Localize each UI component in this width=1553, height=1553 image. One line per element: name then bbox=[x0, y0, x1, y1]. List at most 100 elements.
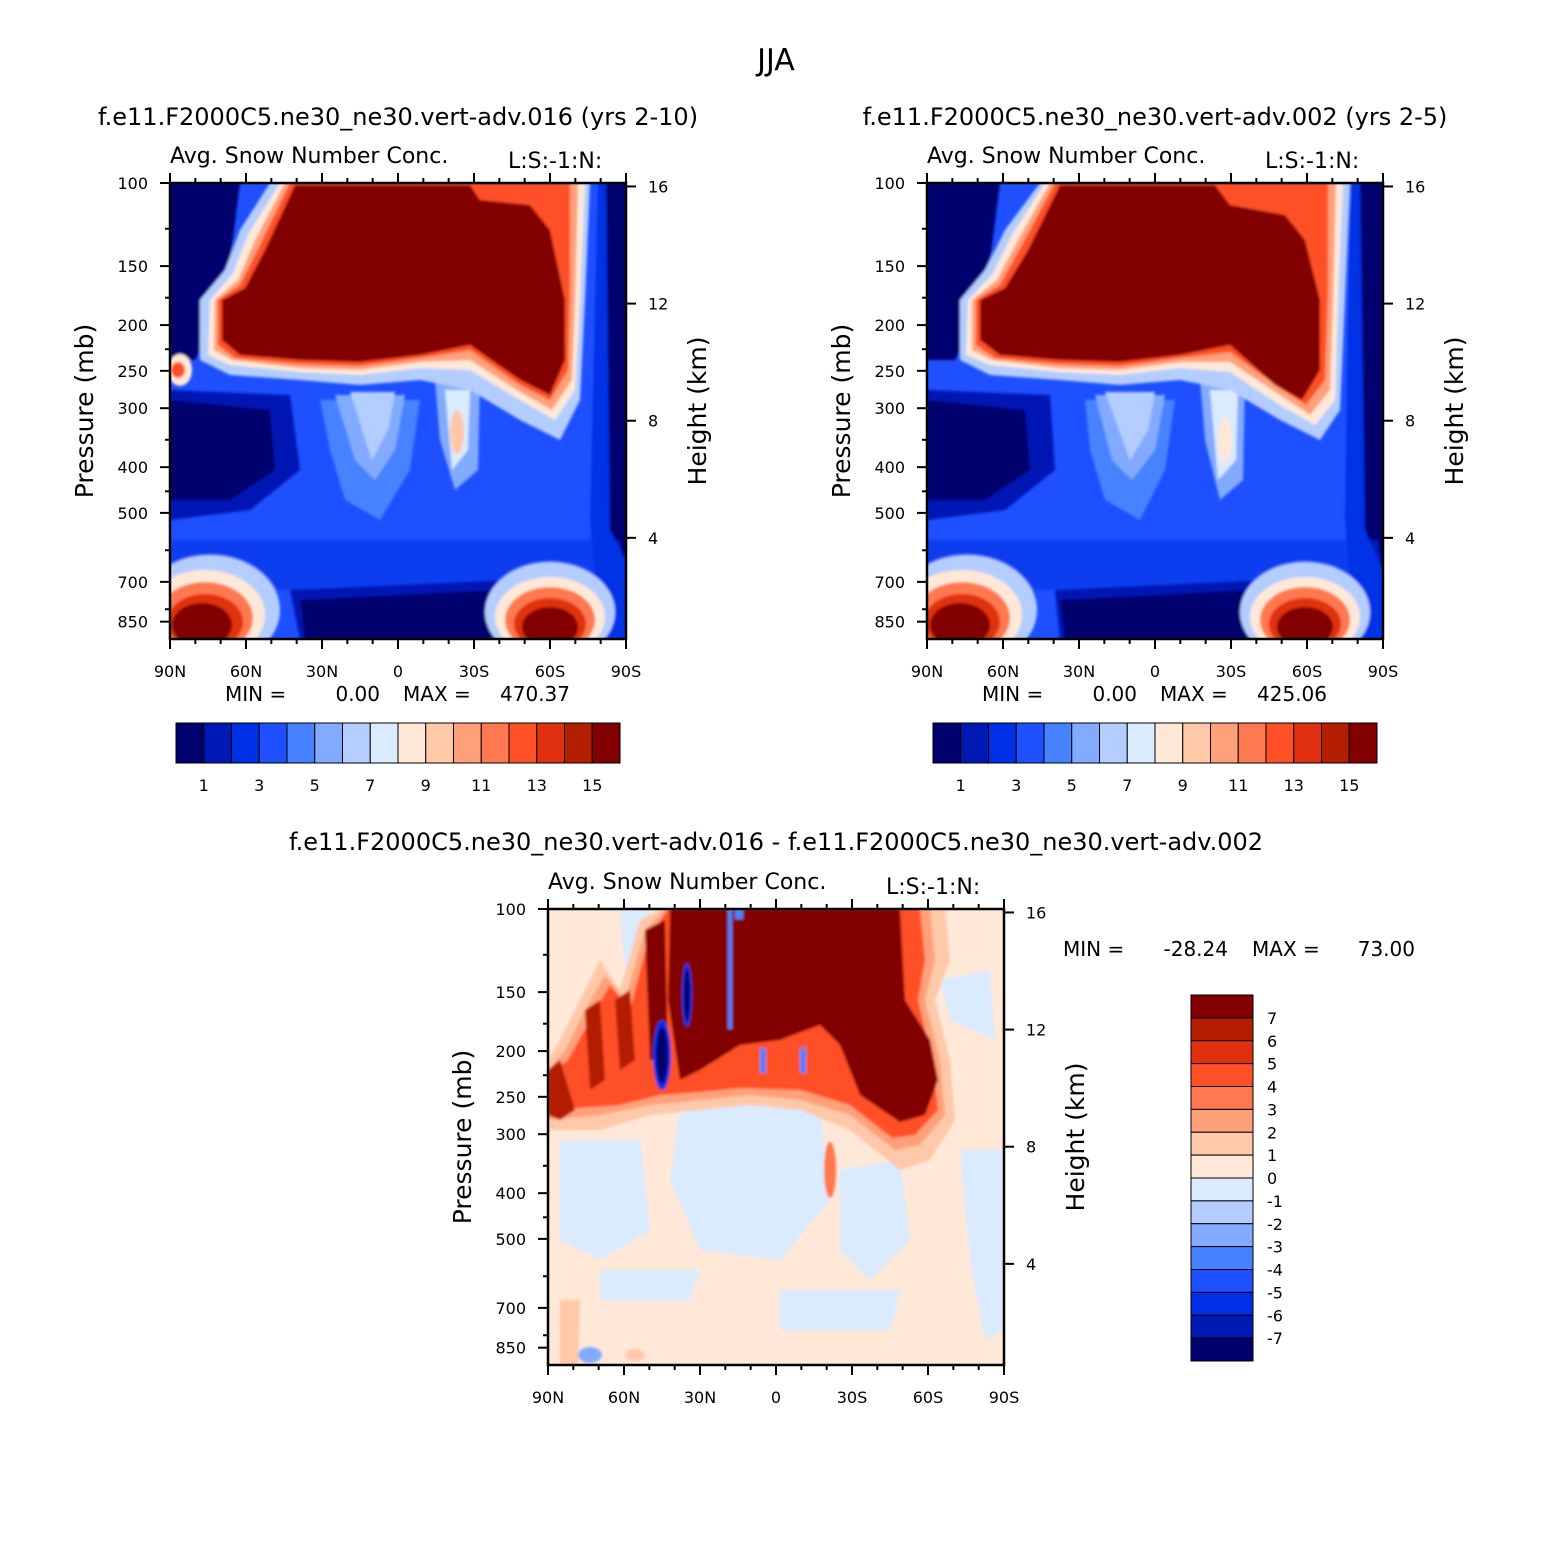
colorbar-label: 2 bbox=[1267, 1123, 1277, 1142]
colorbar-box bbox=[286, 722, 316, 764]
colorbar-label: 1 bbox=[199, 776, 209, 795]
x-tick-label: 60S bbox=[913, 1388, 944, 1407]
max-value: 470.37 bbox=[500, 682, 570, 706]
colorbar-box bbox=[1210, 722, 1239, 764]
min-label: MIN = bbox=[982, 682, 1043, 706]
x-tick-label: 0 bbox=[1150, 662, 1160, 681]
ylabel: Pressure (mb) bbox=[827, 324, 856, 498]
panel-title: f.e11.F2000C5.ne30_ne30.vert-adv.016 - f… bbox=[289, 828, 1263, 856]
colorbar-label: -3 bbox=[1267, 1238, 1283, 1257]
colorbar-box bbox=[932, 722, 962, 764]
colorbar bbox=[1190, 994, 1254, 1362]
x-tick-label: 0 bbox=[393, 662, 403, 681]
colorbar-box bbox=[369, 722, 399, 764]
colorbar-label: 7 bbox=[1267, 1009, 1277, 1028]
colorbar-label: 4 bbox=[1267, 1078, 1277, 1097]
y-tick-label: 300 bbox=[874, 399, 905, 418]
height-tick-label: 12 bbox=[1405, 295, 1425, 314]
x-tick-label: 0 bbox=[771, 1388, 781, 1407]
x-tick-label: 30N bbox=[684, 1388, 716, 1407]
x-tick-label: 60N bbox=[608, 1388, 640, 1407]
height-tick-label: 16 bbox=[1026, 903, 1046, 922]
colorbar bbox=[175, 722, 621, 764]
colorbar-label: -5 bbox=[1267, 1283, 1283, 1302]
colorbar-box bbox=[1190, 1131, 1254, 1156]
colorbar-label: 11 bbox=[471, 776, 491, 795]
x-tick-label: 30S bbox=[459, 662, 490, 681]
colorbar-label: 15 bbox=[582, 776, 602, 795]
height-tick-label: 4 bbox=[648, 529, 658, 548]
colorbar-box bbox=[1190, 1108, 1254, 1133]
colorbar-box bbox=[988, 722, 1017, 764]
colorbar-box bbox=[564, 722, 593, 764]
panel-subtitle: Avg. Snow Number Conc. bbox=[170, 144, 448, 169]
colorbar-box bbox=[536, 722, 565, 764]
colorbar-label: 5 bbox=[310, 776, 320, 795]
height-tick-label: 16 bbox=[1405, 177, 1425, 196]
colorbar-label: 13 bbox=[527, 776, 547, 795]
colorbar-label: 15 bbox=[1339, 776, 1359, 795]
y-tick-label: 300 bbox=[117, 399, 148, 418]
y-tick-label: 700 bbox=[874, 573, 905, 592]
panel-subtitle: Avg. Snow Number Conc. bbox=[548, 870, 826, 895]
y-tick-label: 500 bbox=[495, 1230, 526, 1249]
y-tick-label: 100 bbox=[874, 174, 905, 193]
ylabel-right: Height (km) bbox=[1061, 1063, 1090, 1212]
max-label: MAX = bbox=[1160, 682, 1228, 706]
colorbar-label: 3 bbox=[254, 776, 264, 795]
y-tick-label: 100 bbox=[117, 174, 148, 193]
colorbar-label: 1 bbox=[956, 776, 966, 795]
colorbar-box bbox=[258, 722, 288, 764]
colorbar-box bbox=[1321, 722, 1350, 764]
y-tick-label: 300 bbox=[495, 1125, 526, 1144]
y-tick-label: 150 bbox=[874, 257, 905, 276]
colorbar-box bbox=[1348, 722, 1378, 764]
y-tick-label: 200 bbox=[874, 316, 905, 335]
colorbar-label: -6 bbox=[1267, 1306, 1283, 1325]
colorbar-box bbox=[1190, 1223, 1254, 1248]
colorbar-label: 9 bbox=[421, 776, 431, 795]
y-tick-label: 850 bbox=[495, 1339, 526, 1358]
colorbar-box bbox=[314, 722, 343, 764]
x-tick-label: 60S bbox=[1292, 662, 1323, 681]
x-tick-label: 90N bbox=[532, 1388, 564, 1407]
x-tick-label: 90S bbox=[611, 662, 642, 681]
y-tick-label: 150 bbox=[495, 983, 526, 1002]
ylabel: Pressure (mb) bbox=[448, 1050, 477, 1224]
colorbar-box bbox=[1293, 722, 1322, 764]
x-tick-label: 90S bbox=[1368, 662, 1399, 681]
colorbar-box bbox=[1190, 1017, 1254, 1042]
colorbar-box bbox=[591, 722, 621, 764]
colorbar-label: 7 bbox=[1122, 776, 1132, 795]
colorbar-box bbox=[453, 722, 482, 764]
panel-016: f.e11.F2000C5.ne30_ne30.vert-adv.016 (yr… bbox=[70, 103, 712, 795]
x-tick-label: 60N bbox=[987, 662, 1019, 681]
height-tick-label: 12 bbox=[1026, 1021, 1046, 1040]
min-label: MIN = bbox=[1063, 937, 1124, 961]
min-value: -28.24 bbox=[1164, 937, 1228, 961]
colorbar-label: 7 bbox=[365, 776, 375, 795]
colorbar-box bbox=[425, 722, 454, 764]
colorbar-box bbox=[1190, 1200, 1254, 1225]
figure-title: JJA bbox=[755, 43, 795, 78]
colorbar-label: -4 bbox=[1267, 1261, 1283, 1280]
colorbar-box bbox=[1190, 994, 1254, 1019]
colorbar-box bbox=[1190, 1154, 1254, 1179]
y-tick-label: 200 bbox=[117, 316, 148, 335]
y-tick-label: 400 bbox=[495, 1184, 526, 1203]
y-tick-label: 200 bbox=[495, 1042, 526, 1061]
panel-subtitle-right: L:S:-1:N: bbox=[508, 149, 602, 174]
min-value: 0.00 bbox=[335, 682, 380, 706]
colorbar-box bbox=[1015, 722, 1045, 764]
max-label: MAX = bbox=[1252, 937, 1320, 961]
colorbar-label: 5 bbox=[1267, 1055, 1277, 1074]
colorbar-box bbox=[1099, 722, 1128, 764]
max-value: 425.06 bbox=[1257, 682, 1327, 706]
min-value: 0.00 bbox=[1092, 682, 1137, 706]
height-tick-label: 8 bbox=[1405, 412, 1415, 431]
colorbar-box bbox=[1126, 722, 1156, 764]
x-tick-label: 90S bbox=[989, 1388, 1020, 1407]
heatmap-field bbox=[548, 909, 1004, 1365]
colorbar-box bbox=[960, 722, 989, 764]
